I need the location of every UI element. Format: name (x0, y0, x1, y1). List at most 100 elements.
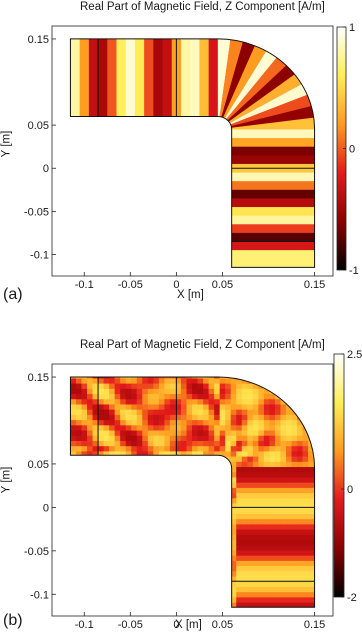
field-cell (297, 529, 304, 535)
field-cell (263, 430, 270, 436)
field-cell (158, 383, 165, 389)
field-cell (203, 424, 210, 431)
field-cell (291, 513, 298, 520)
field-cell (125, 393, 132, 400)
field-cell (136, 398, 143, 405)
field-cell (87, 430, 94, 436)
field-cell (258, 591, 265, 598)
field-cell (241, 539, 248, 546)
field-cell (297, 476, 304, 483)
field-cell (180, 393, 188, 400)
field-cell (214, 409, 221, 415)
field-cell (297, 487, 304, 494)
field-cell (286, 456, 293, 462)
field-cell (98, 430, 105, 436)
field-cell (302, 456, 309, 462)
field-cell (274, 513, 281, 520)
field-cell (236, 388, 243, 395)
field-cell (252, 424, 259, 431)
field-cell (302, 492, 309, 499)
field-cell (241, 570, 248, 577)
field-cell (197, 388, 204, 395)
field-cell (169, 388, 176, 395)
field-cell (274, 440, 281, 447)
field-cell (280, 497, 287, 504)
field-cell (247, 424, 254, 431)
field-cell (269, 450, 276, 457)
field-cell (98, 450, 105, 457)
field-cell (302, 450, 309, 457)
field-cell (70, 403, 77, 410)
field-cell (241, 456, 248, 462)
field-cell (169, 393, 176, 400)
field-cell (98, 377, 105, 384)
field-cell (219, 409, 226, 415)
field-cell (203, 377, 210, 379)
field-cell (186, 435, 193, 441)
field-cell (241, 560, 248, 567)
field-cell (258, 456, 265, 462)
field-cell (291, 476, 298, 483)
field-cell (263, 503, 270, 509)
field-cell (297, 461, 304, 468)
field-cell (192, 393, 199, 400)
field-cell (308, 503, 315, 509)
field-cell (153, 419, 160, 426)
field-cell (252, 409, 259, 415)
field-cell (120, 377, 127, 384)
field-cell (297, 430, 304, 436)
field-stripe (231, 207, 315, 217)
field-cell (297, 596, 304, 603)
field-cell (252, 445, 259, 452)
field-cell (308, 497, 315, 504)
field-cell (236, 487, 243, 494)
y-tick-label: -0.05 (24, 206, 49, 218)
field-cell (214, 435, 221, 441)
field-cell (230, 409, 237, 415)
field-cell (297, 466, 304, 473)
field-cell (280, 508, 287, 514)
field-cell (208, 414, 215, 421)
field-cell (308, 544, 315, 551)
field-cell (263, 602, 270, 608)
field-cell (274, 450, 281, 457)
field-cell (175, 419, 182, 426)
panel-a: -0.1 -0.05 0 0.05 0.15 0.15 0.05 0 -0.05 -0.1 1 0 -1 (24, 22, 359, 291)
field-stripe (231, 189, 315, 200)
field-cell (136, 414, 143, 421)
field-cell (81, 388, 88, 395)
field-cell (308, 523, 315, 530)
field-cell (252, 586, 259, 593)
field-cell (274, 497, 281, 504)
field-cell (164, 445, 171, 452)
field-cell (263, 596, 270, 603)
field-cell (291, 586, 298, 593)
field-cell (263, 456, 270, 462)
field-cell (302, 430, 309, 436)
field-cell (230, 581, 237, 587)
field-cell (186, 383, 193, 389)
field-cell (291, 424, 298, 431)
field-cell (180, 377, 188, 379)
field-cell (302, 487, 309, 494)
field-cell (219, 383, 226, 389)
field-wedge (217, 71, 306, 130)
field-cell (258, 513, 265, 520)
x-tick-label: 0.05 (212, 619, 233, 631)
field-cell (247, 445, 254, 452)
field-cell (263, 555, 270, 561)
field-cell (291, 456, 298, 462)
field-cell (230, 435, 237, 441)
field-cell (158, 388, 165, 395)
field-cell (114, 403, 121, 410)
field-cell (175, 430, 182, 436)
x-tick-label: 0 (173, 619, 179, 631)
field-cell (158, 450, 165, 457)
field-cell (230, 570, 237, 577)
field-cell (147, 409, 154, 415)
field-cell (225, 388, 232, 395)
field-cell (247, 398, 254, 405)
field-cell (208, 409, 215, 415)
field-cell (197, 403, 204, 410)
field-cell (286, 591, 293, 598)
